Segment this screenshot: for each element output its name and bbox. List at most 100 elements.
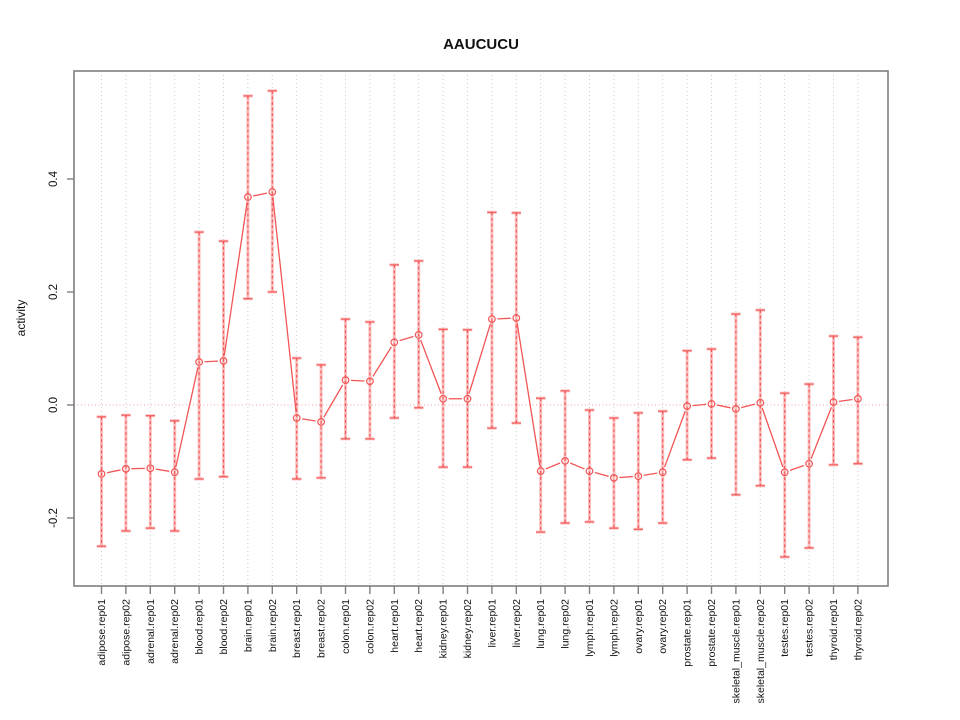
data-point-marker [805, 459, 813, 468]
series-segment [253, 192, 268, 197]
series-segment [175, 367, 199, 467]
x-tick-label: heart.rep02 [413, 599, 425, 653]
series-segment [716, 404, 731, 409]
series-segment [155, 468, 170, 472]
x-tick-label: prostate.rep01 [682, 599, 694, 667]
x-tick-label: adipose.rep02 [120, 599, 132, 666]
series-segment [399, 335, 414, 342]
data-point-marker [610, 473, 618, 482]
data-point-marker [683, 402, 691, 411]
series-segment [761, 407, 784, 468]
series-segment [516, 323, 541, 466]
data-point-marker [243, 193, 252, 201]
series-segment [272, 197, 297, 413]
series-segment [594, 471, 609, 478]
data-point-marker [341, 376, 350, 385]
series-segment [204, 360, 219, 363]
data-point-marker [195, 358, 204, 366]
plot-frame-group [73, 70, 889, 587]
series-segment [350, 379, 365, 382]
series-segment [302, 418, 316, 422]
series-segment [545, 462, 561, 470]
x-tick-label: kidney.rep01 [438, 599, 450, 659]
series-segment [789, 464, 805, 472]
x-tick-label: testes.rep01 [779, 599, 791, 657]
data-point-marker [488, 315, 496, 323]
x-tick-label: lymph.rep02 [608, 599, 620, 657]
x-tick-label: adrenal.rep02 [169, 599, 181, 664]
data-point-marker [292, 414, 301, 422]
x-tick-label: brain.rep01 [242, 599, 254, 652]
x-tick-label: thyroid.rep02 [852, 599, 864, 660]
errorbar-band-group [96, 89, 863, 559]
x-tick-label: skeletal_muscle.rep01 [730, 599, 742, 704]
series-segment [468, 324, 491, 394]
series-segment [223, 202, 248, 356]
series-segment [497, 317, 511, 320]
x-tick-label: kidney.rep02 [462, 599, 474, 659]
data-point-marker [170, 468, 179, 477]
data-point-marker [146, 464, 155, 473]
chart-title: AAUCUCU [443, 36, 519, 53]
series-marker-group [97, 188, 862, 482]
series-segment [810, 407, 833, 459]
data-point-marker [121, 464, 130, 473]
gridlines-group [101, 71, 859, 586]
series-segment [323, 384, 344, 418]
series-segment [663, 411, 686, 468]
x-tick-label: testes.rep02 [804, 599, 816, 657]
data-point-marker [97, 470, 106, 478]
series-line-group [106, 192, 853, 479]
data-point-marker [634, 472, 643, 481]
series-segment [619, 475, 633, 479]
data-point-marker [561, 457, 569, 465]
data-point-marker [439, 394, 448, 403]
data-point-marker [756, 398, 765, 407]
x-tick-label: breast.rep01 [291, 599, 303, 658]
x-tick-label: lung.rep02 [560, 599, 572, 649]
x-tick-label: thyroid.rep01 [828, 599, 840, 660]
x-tick-label: blood.rep01 [194, 599, 206, 655]
data-point-marker [536, 467, 545, 475]
x-tick-label: lung.rep01 [535, 599, 547, 649]
errorbar-dashed-group [96, 90, 863, 558]
data-point-marker [585, 467, 594, 475]
y-tick-label: 0.4 [48, 170, 60, 187]
x-tick-label: liver.rep01 [486, 599, 498, 648]
x-tick-label: prostate.rep02 [706, 599, 718, 667]
data-point-marker [707, 399, 716, 408]
data-point-marker [829, 398, 838, 407]
y-tick-label: 0.0 [48, 397, 60, 413]
x-tick-label: breast.rep02 [316, 599, 328, 658]
series-segment [838, 398, 853, 403]
series-segment [692, 403, 707, 407]
x-tick-label: colon.rep02 [364, 599, 376, 654]
x-tick-label: colon.rep01 [340, 599, 352, 654]
x-tick-label: heart.rep01 [389, 599, 401, 653]
x-tick-label: liver.rep02 [511, 599, 523, 648]
x-tick-label: brain.rep02 [267, 599, 279, 652]
data-point-marker [732, 405, 740, 413]
data-point-marker [780, 468, 789, 477]
x-tick-label: adrenal.rep01 [145, 599, 157, 664]
data-point-marker [512, 314, 521, 322]
y-tick-label: 0.2 [48, 284, 60, 300]
data-point-marker [463, 394, 472, 403]
series-segment [420, 339, 442, 394]
series-segment [741, 403, 756, 409]
y-tick-label: -0.2 [48, 508, 60, 528]
data-point-marker [317, 418, 326, 426]
data-point-marker [268, 188, 277, 196]
data-point-marker [219, 357, 228, 365]
data-point-marker [414, 331, 423, 339]
axis-ticks-labels-group: 0.4 0.2 0.0 -0.2 adipose.rep01 adipose.rep02 a… [48, 170, 864, 703]
plot-frame [73, 70, 889, 587]
x-tick-label: blood.rep02 [218, 599, 230, 655]
x-tick-label: adipose.rep01 [96, 599, 108, 666]
data-point-marker [390, 338, 399, 347]
data-point-marker [658, 468, 667, 477]
x-tick-label: skeletal_muscle.rep02 [755, 599, 767, 704]
series-segment [372, 346, 392, 377]
